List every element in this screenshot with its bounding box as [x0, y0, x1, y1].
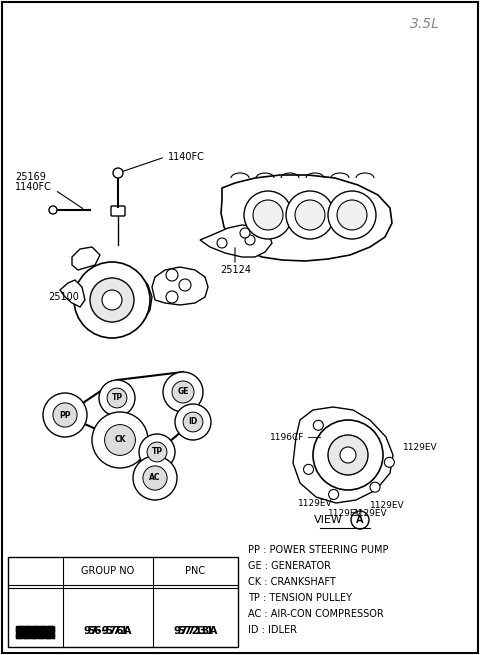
Circle shape [217, 238, 227, 248]
Text: TP: TP [151, 447, 163, 457]
Circle shape [102, 290, 122, 310]
FancyBboxPatch shape [16, 626, 54, 637]
Circle shape [43, 393, 87, 437]
Text: TP : TENSION PULLEY: TP : TENSION PULLEY [248, 593, 352, 603]
Circle shape [328, 435, 368, 475]
Text: PNC: PNC [185, 566, 205, 576]
Text: 1196CF: 1196CF [270, 432, 304, 441]
Circle shape [49, 206, 57, 214]
Circle shape [313, 421, 324, 430]
Polygon shape [72, 247, 100, 270]
Circle shape [105, 424, 135, 455]
Circle shape [370, 482, 380, 492]
Circle shape [99, 380, 135, 416]
Polygon shape [152, 267, 208, 305]
Circle shape [244, 191, 292, 239]
Circle shape [163, 372, 203, 412]
Text: AC : AIR-CON COMPRESSOR: AC : AIR-CON COMPRESSOR [248, 609, 384, 619]
Text: ID: ID [188, 417, 198, 426]
Text: 1129EV: 1129EV [328, 508, 362, 517]
FancyBboxPatch shape [111, 206, 125, 216]
Circle shape [133, 456, 177, 500]
Circle shape [329, 489, 338, 500]
Circle shape [175, 404, 211, 440]
Text: 56-571: 56-571 [88, 626, 128, 637]
Text: 1129EV: 1129EV [298, 498, 333, 508]
Text: VIEW: VIEW [314, 515, 343, 525]
Text: GE: GE [177, 388, 189, 396]
Circle shape [139, 434, 175, 470]
Text: 1129EV: 1129EV [370, 500, 405, 510]
Text: GE : GENERATOR: GE : GENERATOR [248, 561, 331, 571]
Circle shape [53, 403, 77, 427]
Circle shape [143, 466, 167, 490]
Text: AC: AC [149, 474, 161, 483]
Circle shape [166, 291, 178, 303]
Circle shape [113, 168, 123, 178]
Circle shape [384, 457, 395, 467]
Text: ID : IDLER: ID : IDLER [248, 625, 297, 635]
Text: 1129EV: 1129EV [353, 508, 388, 517]
Polygon shape [60, 280, 85, 307]
Circle shape [179, 279, 191, 291]
Circle shape [147, 442, 167, 462]
Circle shape [295, 200, 325, 230]
Circle shape [107, 388, 127, 408]
Circle shape [240, 228, 250, 238]
Circle shape [303, 464, 313, 474]
Polygon shape [75, 267, 152, 332]
Circle shape [328, 191, 376, 239]
Circle shape [245, 235, 255, 245]
Circle shape [74, 262, 150, 338]
Text: 1129EV: 1129EV [403, 443, 438, 451]
Text: 97713A: 97713A [173, 626, 218, 637]
Circle shape [90, 278, 134, 322]
Text: A: A [356, 515, 364, 525]
Circle shape [313, 420, 383, 490]
Circle shape [337, 200, 367, 230]
Text: 57231: 57231 [177, 626, 214, 637]
Text: GROUP NO: GROUP NO [82, 566, 134, 576]
Circle shape [340, 447, 356, 463]
Circle shape [286, 191, 334, 239]
Circle shape [183, 412, 203, 432]
Circle shape [166, 269, 178, 281]
Text: 25124: 25124 [220, 265, 251, 275]
Text: 3.5L: 3.5L [410, 17, 440, 31]
Text: 97-976A: 97-976A [84, 626, 132, 637]
Circle shape [253, 200, 283, 230]
Text: 1140FC: 1140FC [15, 182, 52, 192]
Text: TP: TP [111, 394, 122, 403]
Text: PP : POWER STEERING PUMP: PP : POWER STEERING PUMP [248, 545, 388, 555]
Circle shape [92, 412, 148, 468]
Text: 25169: 25169 [15, 172, 46, 182]
Polygon shape [221, 175, 392, 261]
Polygon shape [200, 225, 272, 257]
Text: CK: CK [114, 436, 126, 445]
Polygon shape [293, 407, 393, 503]
Circle shape [172, 381, 194, 403]
Text: 25100: 25100 [48, 292, 79, 302]
Text: 1140FC: 1140FC [168, 152, 205, 162]
Text: CK : CRANKSHAFT: CK : CRANKSHAFT [248, 577, 336, 587]
Text: PP: PP [59, 411, 71, 419]
